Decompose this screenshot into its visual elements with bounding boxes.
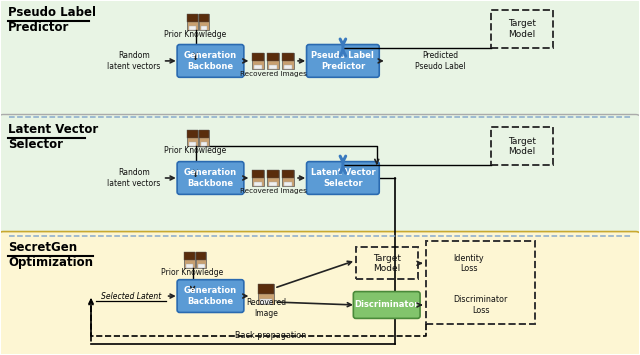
Text: Random
latent vectors: Random latent vectors [107,51,161,71]
Text: Latent Vector
Selector: Latent Vector Selector [8,124,99,152]
Text: Recovered Images: Recovered Images [240,71,307,77]
Bar [282,170,294,178]
Bar [198,14,209,30]
FancyBboxPatch shape [0,231,640,355]
Bar [268,170,279,178]
Text: Prior Knowledge: Prior Knowledge [164,29,227,39]
Bar [198,264,205,268]
Bar [268,53,279,69]
Bar [268,53,279,61]
Bar [187,130,198,146]
Bar [492,10,553,48]
Text: Discriminator
Loss: Discriminator Loss [453,295,508,315]
Bar [259,284,274,294]
Text: Pseudo Label
Predictor: Pseudo Label Predictor [8,6,97,34]
Bar [260,299,272,304]
Text: Identity
Loss: Identity Loss [453,253,484,273]
Bar [282,53,294,69]
Bar [356,247,417,279]
Bar [196,252,207,268]
Bar [426,240,535,324]
Text: Target
Model: Target Model [508,20,536,39]
Bar [198,14,209,22]
Bar [252,53,264,69]
Bar [269,65,277,69]
Bar [282,170,294,186]
Bar [252,170,264,178]
Bar [252,170,264,186]
Text: Generation
Backbone: Generation Backbone [184,51,237,71]
Bar [187,14,198,22]
FancyBboxPatch shape [177,44,244,77]
Text: SecretGen
Optimization: SecretGen Optimization [8,241,93,269]
Text: Generation
Backbone: Generation Backbone [184,286,237,306]
Bar [254,65,262,69]
Text: Prior Knowledge: Prior Knowledge [164,146,227,155]
Bar [196,252,207,260]
Bar [198,130,209,146]
FancyBboxPatch shape [177,162,244,195]
FancyBboxPatch shape [177,280,244,312]
Bar [184,252,195,260]
Bar [200,26,207,30]
Text: Latent Vector
Selector: Latent Vector Selector [310,168,375,188]
FancyBboxPatch shape [307,162,380,195]
Bar [282,53,294,61]
Text: Prior Knowledge: Prior Knowledge [161,268,224,277]
FancyBboxPatch shape [353,291,420,318]
Bar [492,127,553,165]
Text: Random
latent vectors: Random latent vectors [107,168,161,188]
FancyBboxPatch shape [0,0,640,124]
Bar [254,182,262,186]
Bar [184,252,195,268]
Text: Recovered
Image: Recovered Image [246,298,286,318]
Bar [269,182,277,186]
Bar [268,170,279,186]
Bar [252,53,264,61]
Text: Selected Latent: Selected Latent [100,291,161,301]
Text: Pseudo Label
Predictor: Pseudo Label Predictor [312,51,374,71]
Bar [198,130,209,138]
Text: Recovered Images: Recovered Images [240,188,307,194]
Text: Predicted
Pseudo Label: Predicted Pseudo Label [415,51,465,71]
Text: Target
Model: Target Model [372,253,401,273]
Bar [200,142,207,146]
Text: Discriminator: Discriminator [355,300,419,310]
FancyBboxPatch shape [0,115,640,241]
Bar [189,26,196,30]
Text: Back propagation: Back propagation [235,331,306,340]
Text: Target
Model: Target Model [508,137,536,156]
Bar [284,65,292,69]
Bar [284,182,292,186]
Bar [186,264,193,268]
Bar [187,130,198,138]
Bar [259,284,274,304]
Bar [187,14,198,30]
Bar [189,142,196,146]
Text: Generation
Backbone: Generation Backbone [184,168,237,188]
FancyBboxPatch shape [307,44,380,77]
